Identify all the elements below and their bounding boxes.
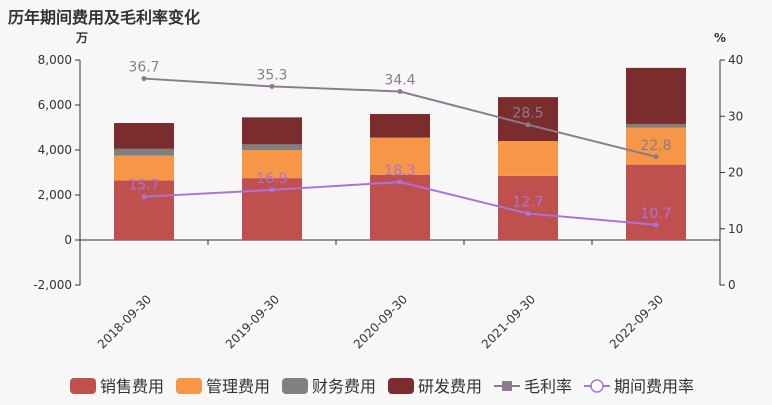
right-tick-label: 30 <box>728 109 743 123</box>
legend-swatch-研发费用 <box>388 378 414 394</box>
data-label-毛利率: 28.5 <box>512 106 543 122</box>
point-毛利率 <box>397 89 403 94</box>
data-label-毛利率: 36.7 <box>128 60 159 76</box>
x-tick-label: 2018-09-30 <box>95 292 154 351</box>
legend-swatch-财务费用 <box>282 378 308 394</box>
right-axis-unit: % <box>714 31 726 45</box>
legend-marker-期间费用率 <box>590 379 604 393</box>
bar-研发费用 <box>626 67 686 125</box>
point-期间费用率 <box>397 179 403 185</box>
point-期间费用率 <box>653 222 659 228</box>
legend-swatch-管理费用 <box>176 378 202 394</box>
left-tick-label: 6,000 <box>38 98 72 112</box>
bar-财务费用 <box>626 124 686 128</box>
data-label-期间费用率: 16.9 <box>256 171 287 187</box>
bar-研发费用 <box>370 114 430 138</box>
data-label-期间费用率: 15.7 <box>128 178 159 194</box>
x-tick-label: 2020-09-30 <box>351 292 410 351</box>
point-期间费用率 <box>269 187 275 193</box>
bar-销售费用 <box>370 174 430 240</box>
bar-销售费用 <box>242 178 302 240</box>
point-毛利率 <box>525 122 531 128</box>
legend-label-财务费用: 财务费用 <box>312 377 376 396</box>
right-tick-label: 10 <box>728 222 743 236</box>
point-期间费用率 <box>525 211 531 217</box>
data-label-期间费用率: 10.7 <box>640 206 671 222</box>
bar-管理费用 <box>242 150 302 179</box>
left-tick-label: 8,000 <box>38 53 72 67</box>
legend-label-研发费用: 研发费用 <box>418 377 482 396</box>
bar-研发费用 <box>114 123 174 149</box>
legend-label-管理费用: 管理费用 <box>206 377 270 396</box>
chart-title: 历年期间费用及毛利率变化 <box>8 8 201 27</box>
left-axis-unit: 万 <box>75 31 88 45</box>
bar-管理费用 <box>114 155 174 181</box>
data-label-毛利率: 22.8 <box>640 138 671 154</box>
x-tick-label: 2022-09-30 <box>607 292 666 351</box>
point-毛利率 <box>269 83 275 89</box>
bar-研发费用 <box>242 117 302 145</box>
bar-财务费用 <box>242 144 302 150</box>
bar-财务费用 <box>114 148 174 156</box>
right-tick-label: 20 <box>728 166 743 180</box>
data-label-毛利率: 34.4 <box>384 73 415 89</box>
point-期间费用率 <box>141 194 147 200</box>
bar-管理费用 <box>370 137 430 175</box>
bar-销售费用 <box>114 180 174 240</box>
x-tick-label: 2021-09-30 <box>479 292 538 351</box>
data-label-期间费用率: 12.7 <box>512 195 543 211</box>
legend-marker-毛利率 <box>502 381 512 391</box>
legend-label-期间费用率: 期间费用率 <box>614 377 694 396</box>
point-毛利率 <box>141 76 147 82</box>
legend-swatch-销售费用 <box>70 378 96 394</box>
right-tick-label: 40 <box>728 53 743 67</box>
data-label-期间费用率: 18.3 <box>384 163 415 179</box>
x-tick-label: 2019-09-30 <box>223 292 282 351</box>
legend-label-销售费用: 销售费用 <box>100 377 164 396</box>
left-tick-label: 0 <box>64 233 72 247</box>
left-tick-label: 4,000 <box>38 143 72 157</box>
left-tick-label: -2,000 <box>33 278 72 292</box>
bar-销售费用 <box>626 164 686 240</box>
left-tick-label: 2,000 <box>38 188 72 202</box>
legend-label-毛利率: 毛利率 <box>524 377 572 396</box>
right-tick-label: 0 <box>728 278 736 292</box>
bar-管理费用 <box>498 141 558 176</box>
data-label-毛利率: 35.3 <box>256 67 287 83</box>
point-毛利率 <box>653 154 659 160</box>
